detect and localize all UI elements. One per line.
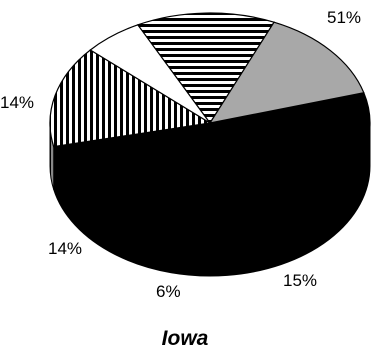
pie-labels: 51% 15% 6% 14% 14% [0, 8, 361, 301]
chart-title: Iowa [162, 327, 209, 350]
slice-label-14-lower: 14% [48, 239, 82, 258]
slice-label-51: 51% [327, 8, 361, 27]
pie-slice-15pct-1 [49, 49, 212, 148]
pie-tops [49, 12, 371, 234]
pie-slice-14pct-4 [208, 21, 365, 124]
pie-slice-51pct-0 [52, 91, 371, 234]
slice-label-14-upper: 14% [0, 93, 34, 112]
pie-slice-14pct-3 [136, 12, 275, 125]
slice-label-15: 15% [283, 271, 317, 290]
slice-label-6: 6% [156, 282, 181, 301]
